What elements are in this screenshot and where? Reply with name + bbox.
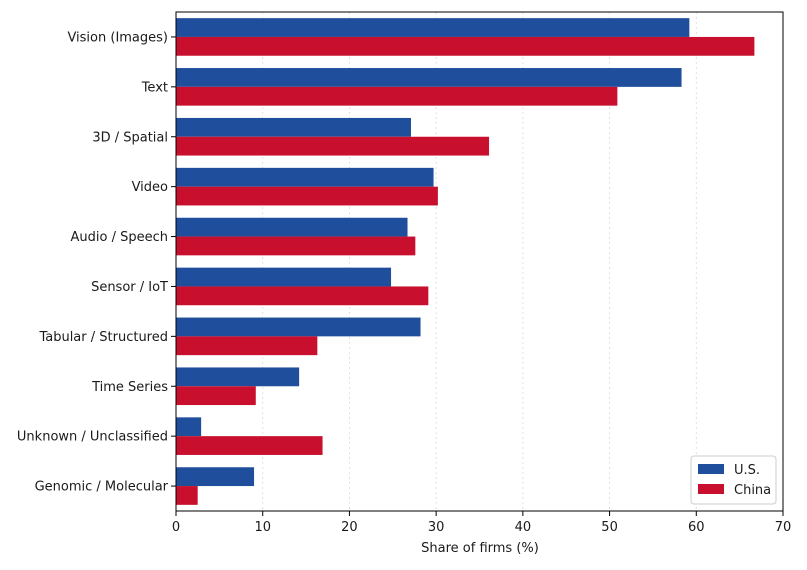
x-axis-label: Share of firms (%) [421,541,539,556]
bar-china [176,186,438,206]
bar-us [176,217,408,237]
x-tick-label: 10 [254,520,271,535]
x-tick-label: 0 [172,520,180,535]
bar-us [176,18,690,37]
x-tick-label: 40 [515,520,532,535]
y-tick-label: Vision (Images) [67,30,168,45]
bar-us [176,367,300,387]
bar-us [176,68,682,87]
bar-us [176,467,255,487]
bar-china [176,286,429,306]
bars [176,18,755,505]
bar-china [176,86,618,106]
x-tick-label: 20 [341,520,358,535]
x-tick-label: 70 [775,520,792,535]
bar-china [176,236,416,256]
y-axis-ticks: Vision (Images) Text 3D / Spatial Video Audi… [17,30,176,495]
bar-us [176,417,202,437]
bar-us [176,317,421,337]
legend-swatch [698,484,724,494]
bar-us [176,267,392,287]
legend-label: U.S. [734,463,760,478]
y-tick-label: Audio / Speech [71,230,168,245]
x-axis-ticks: 0 10 20 30 40 50 60 70 [172,511,791,535]
y-tick-label: Video [132,180,168,195]
x-tick-label: 30 [428,520,445,535]
bar-china [176,386,256,406]
x-tick-label: 50 [601,520,618,535]
bar-china [176,136,490,156]
y-tick-label: Tabular / Structured [38,330,168,345]
bar-us [176,117,411,137]
bar-china [176,436,323,455]
y-tick-label: 3D / Spatial [92,130,168,145]
bar-us [176,167,434,187]
bar-china [176,336,318,356]
plot-frame [175,11,784,512]
bar-china [176,486,198,505]
legend: U.S. China [690,455,777,505]
y-tick-label: Time Series [91,380,168,395]
y-tick-label: Genomic / Molecular [35,480,169,495]
y-tick-label: Text [141,80,168,95]
bar-china [176,36,755,56]
y-tick-label: Unknown / Unclassified [17,430,168,445]
legend-label: China [734,483,771,498]
legend-swatch [698,464,724,474]
x-tick-label: 60 [688,520,705,535]
y-tick-label: Sensor / IoT [91,280,168,295]
